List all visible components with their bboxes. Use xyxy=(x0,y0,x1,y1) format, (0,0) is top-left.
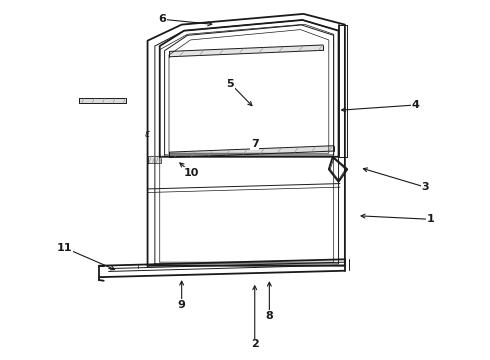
Text: 9: 9 xyxy=(178,300,186,310)
Polygon shape xyxy=(79,98,125,103)
Text: 5: 5 xyxy=(226,78,234,89)
Text: 6: 6 xyxy=(158,14,166,24)
Text: 3: 3 xyxy=(421,182,429,192)
Polygon shape xyxy=(170,45,323,57)
Text: 2: 2 xyxy=(251,339,259,349)
Polygon shape xyxy=(147,156,161,163)
Text: 4: 4 xyxy=(412,100,419,110)
Text: 7: 7 xyxy=(251,139,259,149)
Text: 10: 10 xyxy=(184,168,199,178)
Text: 11: 11 xyxy=(57,243,73,253)
Text: ε: ε xyxy=(145,129,150,139)
Polygon shape xyxy=(170,146,334,157)
Text: 8: 8 xyxy=(266,311,273,321)
Text: 1: 1 xyxy=(426,214,434,224)
